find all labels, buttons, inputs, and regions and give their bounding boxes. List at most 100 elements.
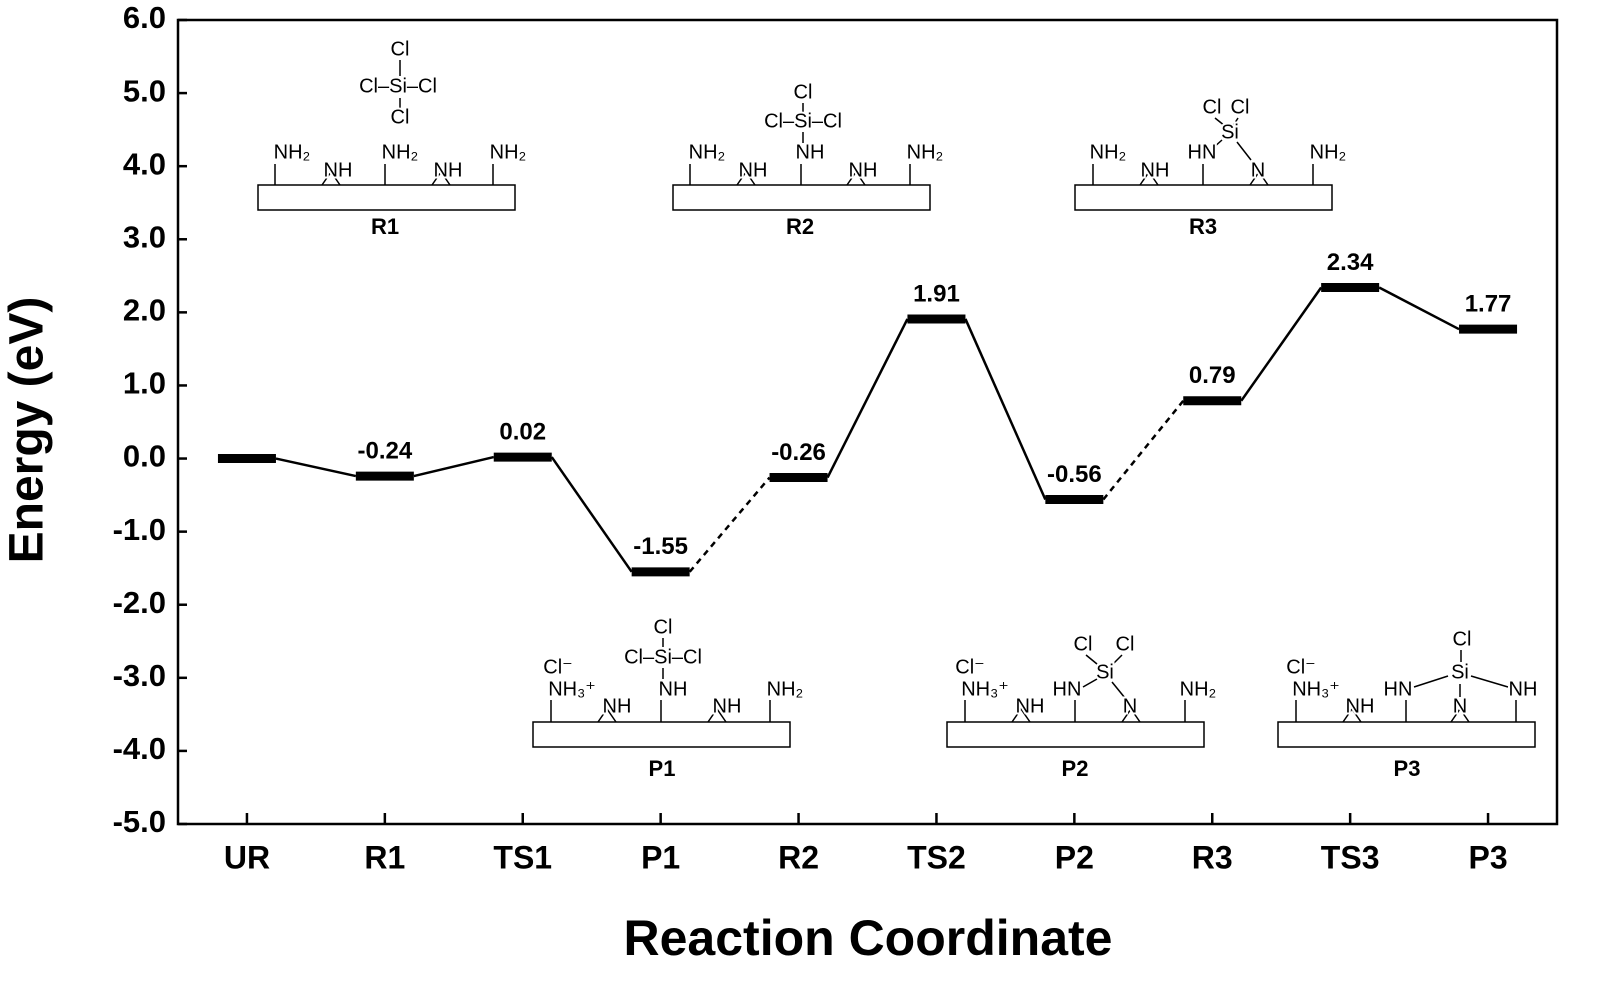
- value-label: -0.26: [771, 439, 826, 466]
- bridge-bond: [846, 170, 866, 186]
- atom-label: NH₂: [382, 141, 419, 163]
- surface-slab: [1074, 184, 1333, 211]
- connector: [550, 456, 633, 573]
- bridge-bond: [1249, 170, 1269, 186]
- atom-label: Cl: [1453, 628, 1472, 650]
- bond: [1413, 675, 1449, 688]
- atom-label: NH: [849, 159, 878, 181]
- connector: [964, 318, 1047, 500]
- atom-label: Cl: [1203, 96, 1222, 118]
- atom-label: Cl: [1074, 633, 1093, 655]
- atom-label: N: [1251, 159, 1265, 181]
- y-tick-label: 6.0: [123, 0, 166, 35]
- connector: [1240, 286, 1323, 402]
- atom-label: NH: [324, 159, 353, 181]
- atom-label: NH₂: [907, 141, 944, 163]
- y-tick-label: 1.0: [123, 366, 166, 401]
- atom-label: Cl⁻: [543, 656, 572, 678]
- surface-slab: [532, 721, 791, 748]
- atom-label: NH: [434, 159, 463, 181]
- atom-label: NH: [659, 678, 688, 700]
- bond: [1232, 117, 1239, 127]
- structure-label: P3: [1394, 756, 1421, 781]
- value-label: -0.24: [357, 437, 412, 464]
- bridge-bond: [431, 170, 451, 186]
- structure-label: R2: [786, 214, 814, 239]
- x-tick-label: P2: [1055, 839, 1094, 875]
- atom-label: Cl: [794, 81, 813, 103]
- value-label: 1.77: [1465, 291, 1512, 318]
- structure-label: R1: [371, 214, 399, 239]
- value-label: 0.79: [1189, 362, 1236, 389]
- atom-label: NH: [1141, 159, 1170, 181]
- bond: [1470, 675, 1509, 688]
- atom-label: Cl–Si–Cl: [624, 646, 702, 668]
- atom-label: NH₂: [490, 141, 527, 163]
- atom-label: HN: [1053, 678, 1082, 700]
- x-tick-label: P3: [1468, 839, 1507, 875]
- structure-label: P2: [1062, 756, 1089, 781]
- atom-label: NH₂: [1090, 141, 1127, 163]
- y-tick-label: 3.0: [123, 219, 166, 254]
- atom-label: Cl⁻: [1286, 656, 1315, 678]
- bond: [1214, 117, 1226, 127]
- atom-label: NH₂: [1180, 678, 1217, 700]
- bridge-bond: [707, 707, 727, 723]
- x-tick-label: P1: [641, 839, 680, 875]
- y-tick-label: 5.0: [123, 73, 166, 108]
- atom-label: HN: [1188, 141, 1217, 163]
- atom-label: Cl–Si–Cl: [359, 75, 437, 97]
- y-tick-label: -4.0: [113, 731, 166, 766]
- x-axis-title: Reaction Coordinate: [624, 910, 1113, 966]
- bridge-bond: [1121, 707, 1141, 723]
- atom-label: Cl: [391, 38, 410, 60]
- value-label: 2.34: [1327, 249, 1374, 276]
- plot-frame: [176, 18, 1559, 826]
- atom-label: NH₃⁺: [1292, 678, 1340, 700]
- atom-label: N: [1123, 695, 1137, 717]
- atom-label: Cl⁻: [955, 656, 984, 678]
- x-tick-label: R2: [778, 839, 819, 875]
- value-label: -0.56: [1047, 461, 1102, 488]
- bridge-bond: [1011, 707, 1031, 723]
- atom-label: NH₃⁺: [548, 678, 596, 700]
- y-tick-label: -5.0: [113, 804, 166, 839]
- bond: [1212, 139, 1223, 149]
- x-tick-label: TS3: [1321, 839, 1380, 875]
- atom-label: NH: [739, 159, 768, 181]
- atom-label: Cl: [1231, 96, 1250, 118]
- atom-label: NH₂: [767, 678, 804, 700]
- atom-label: N: [1453, 695, 1467, 717]
- atom-label: NH: [603, 695, 632, 717]
- y-tick-label: -3.0: [113, 658, 166, 693]
- atom-label: NH: [713, 695, 742, 717]
- x-tick-label: R3: [1192, 839, 1233, 875]
- atom-label: Si: [1451, 661, 1469, 683]
- atom-label: NH: [1509, 678, 1538, 700]
- atom-label: Si: [1096, 661, 1114, 683]
- atom-label: NH: [1346, 695, 1375, 717]
- atom-label: Cl: [1116, 633, 1135, 655]
- atom-label: Cl: [654, 616, 673, 638]
- value-label: 0.02: [499, 418, 546, 445]
- value-label: 1.91: [913, 280, 960, 307]
- bridge-bond: [1450, 707, 1470, 723]
- x-tick-label: R1: [364, 839, 405, 875]
- bridge-bond: [321, 170, 341, 186]
- bridge-bond: [1342, 707, 1362, 723]
- structure-label: R3: [1189, 214, 1217, 239]
- y-tick-label: 0.0: [123, 439, 166, 474]
- x-tick-label: UR: [224, 839, 270, 875]
- value-label: -1.55: [633, 533, 688, 560]
- connector: [826, 318, 909, 479]
- bond: [1112, 654, 1123, 665]
- y-tick-label: -2.0: [113, 585, 166, 620]
- surface-slab: [257, 184, 516, 211]
- bond: [1085, 654, 1098, 665]
- y-tick-label: -1.0: [113, 512, 166, 547]
- connector: [1102, 400, 1185, 501]
- atom-label: NH₂: [689, 141, 726, 163]
- bond: [1236, 141, 1252, 161]
- surface-slab: [946, 721, 1205, 748]
